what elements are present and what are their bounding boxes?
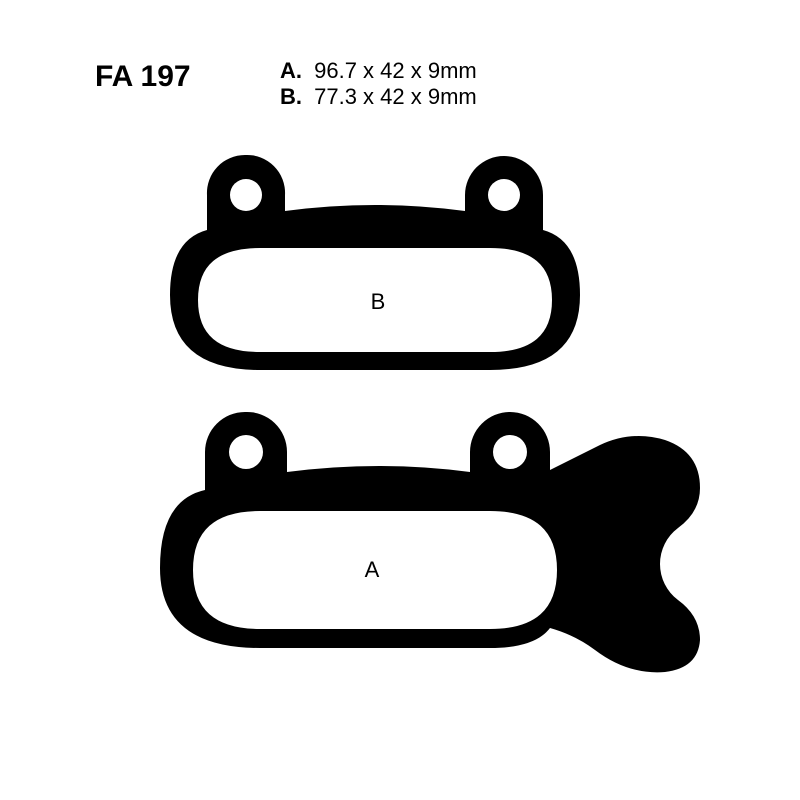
dimension-b-key: B. xyxy=(280,84,308,110)
diagram-canvas: FA 197 A. 96.7 x 42 x 9mm B. 77.3 x 42 x… xyxy=(0,0,800,800)
brake-pad-a-shape xyxy=(160,412,700,672)
pad-a-label: A xyxy=(365,557,380,583)
brake-pad-b xyxy=(160,145,590,395)
pad-b-label: B xyxy=(371,289,386,315)
brake-pad-a xyxy=(120,400,710,675)
pad-a-mount-hole-left xyxy=(229,435,263,469)
part-number: FA 197 xyxy=(95,60,191,94)
pad-b-mount-hole-right xyxy=(488,179,520,211)
dimension-a-value: 96.7 x 42 x 9mm xyxy=(314,58,477,83)
dimension-b: B. 77.3 x 42 x 9mm xyxy=(280,84,477,110)
pad-a-mount-hole-right xyxy=(493,435,527,469)
brake-pad-b-shape xyxy=(170,155,580,370)
pad-b-mount-hole-left xyxy=(230,179,262,211)
dimension-a-key: A. xyxy=(280,58,308,84)
dimension-b-value: 77.3 x 42 x 9mm xyxy=(314,84,477,109)
dimension-a: A. 96.7 x 42 x 9mm xyxy=(280,58,477,84)
